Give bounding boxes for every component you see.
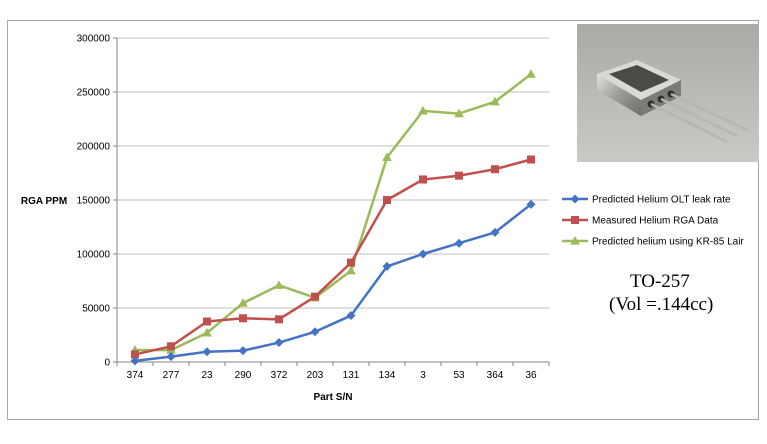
series-line bbox=[135, 73, 532, 352]
data-point bbox=[238, 298, 248, 307]
data-point bbox=[202, 327, 212, 337]
data-point bbox=[274, 280, 284, 289]
x-tick-label: 53 bbox=[453, 370, 465, 381]
data-point bbox=[383, 196, 391, 204]
data-point bbox=[455, 171, 463, 180]
y-tick-label: 150000 bbox=[77, 196, 111, 207]
x-axis-label: Part S/N bbox=[314, 392, 353, 403]
y-tick-label: 0 bbox=[104, 358, 110, 369]
data-point bbox=[570, 194, 580, 204]
y-tick-label: 300000 bbox=[77, 34, 111, 45]
series-markers bbox=[130, 69, 536, 366]
x-tick-label: 277 bbox=[163, 370, 180, 381]
data-point bbox=[526, 69, 536, 78]
data-point bbox=[347, 258, 355, 267]
package-caption-volume: (Vol =.144cc) bbox=[609, 294, 714, 315]
x-tick-label: 290 bbox=[235, 370, 252, 381]
data-point bbox=[571, 216, 579, 224]
data-point bbox=[570, 236, 580, 245]
x-tick-label: 131 bbox=[343, 370, 360, 381]
y-axis-label: RGA PPM bbox=[21, 196, 67, 207]
data-point bbox=[454, 238, 464, 248]
data-point bbox=[454, 108, 464, 118]
data-point bbox=[527, 155, 535, 164]
data-point bbox=[490, 96, 500, 106]
package-caption-title: TO-257 bbox=[630, 271, 690, 292]
x-tick-label: 374 bbox=[127, 370, 144, 381]
gridlines bbox=[117, 37, 549, 309]
data-point bbox=[382, 261, 392, 271]
x-tick-label: 364 bbox=[487, 370, 504, 381]
data-point bbox=[166, 352, 176, 362]
data-point bbox=[418, 105, 428, 115]
legend-entry: Predicted Helium OLT leak rate bbox=[592, 195, 731, 206]
data-point bbox=[202, 347, 212, 357]
data-point bbox=[346, 311, 356, 321]
legend-entry: Measured Helium RGA Data bbox=[592, 216, 719, 227]
data-point bbox=[311, 292, 319, 301]
to-257-package-photo bbox=[577, 24, 759, 162]
data-point bbox=[419, 175, 427, 184]
axes bbox=[113, 37, 550, 366]
data-point bbox=[491, 165, 499, 174]
y-tick-labels: 0 50000 100000 150000 200000 250000 300000 bbox=[77, 34, 111, 369]
data-point bbox=[239, 314, 247, 323]
data-point bbox=[490, 227, 500, 237]
x-tick-labels: 374 277 23 290 372 203 131 134 3 53 364 36 bbox=[127, 370, 537, 381]
y-tick-label: 200000 bbox=[77, 142, 111, 153]
x-tick-label: 203 bbox=[307, 370, 324, 381]
x-tick-label: 36 bbox=[525, 370, 537, 381]
x-tick-label: 134 bbox=[379, 370, 396, 381]
data-point bbox=[131, 350, 139, 359]
legend-entry: Predicted helium using KR-85 Lair bbox=[592, 237, 744, 248]
data-point bbox=[203, 317, 211, 326]
data-point bbox=[382, 152, 392, 161]
data-point bbox=[167, 342, 175, 351]
y-tick-label: 250000 bbox=[77, 88, 111, 99]
data-point bbox=[130, 356, 140, 366]
data-point bbox=[275, 315, 283, 324]
data-point bbox=[346, 265, 356, 275]
x-tick-label: 3 bbox=[420, 370, 426, 381]
series-line bbox=[134, 203, 532, 363]
x-tick-label: 23 bbox=[201, 370, 213, 381]
x-tick-label: 372 bbox=[271, 370, 288, 381]
data-point bbox=[274, 338, 284, 348]
series-lines bbox=[134, 73, 532, 363]
data-point bbox=[310, 327, 320, 337]
data-point bbox=[526, 199, 536, 209]
data-point bbox=[238, 346, 248, 356]
y-tick-label: 50000 bbox=[82, 304, 110, 315]
y-tick-label: 100000 bbox=[77, 250, 111, 261]
data-point bbox=[418, 249, 428, 259]
series-line bbox=[134, 158, 532, 356]
legend: Predicted Helium OLT leak rate Measured H… bbox=[562, 194, 744, 248]
